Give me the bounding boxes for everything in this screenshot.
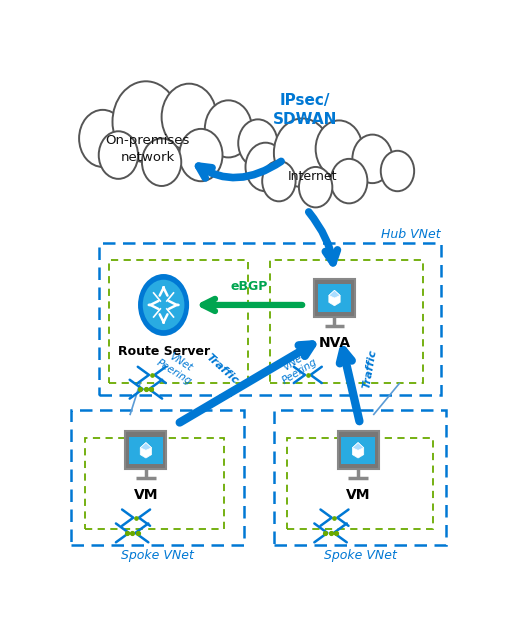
Text: Traffic: Traffic [361, 349, 378, 389]
Bar [287, 438, 433, 528]
FancyBboxPatch shape [125, 431, 166, 469]
Circle shape [162, 83, 216, 150]
Circle shape [381, 151, 414, 191]
Circle shape [142, 138, 182, 186]
Circle shape [79, 110, 126, 167]
Bar [108, 260, 248, 383]
FancyBboxPatch shape [129, 436, 163, 464]
Bar [270, 260, 423, 383]
Circle shape [299, 167, 332, 208]
FancyBboxPatch shape [341, 436, 375, 464]
Circle shape [99, 131, 138, 179]
Text: Internet: Internet [288, 170, 338, 183]
Polygon shape [352, 442, 364, 458]
Circle shape [113, 82, 179, 162]
Text: eBGP: eBGP [230, 280, 268, 293]
Bar [99, 243, 441, 396]
Polygon shape [352, 442, 364, 451]
Circle shape [179, 129, 223, 181]
Text: IPsec/
SDWAN: IPsec/ SDWAN [273, 93, 337, 127]
Text: On-premises
network: On-premises network [105, 134, 190, 164]
Circle shape [316, 121, 363, 177]
Circle shape [143, 280, 185, 330]
Circle shape [331, 159, 368, 203]
Text: VM: VM [134, 488, 158, 502]
Text: Hub VNet: Hub VNet [381, 227, 441, 240]
Circle shape [245, 143, 285, 191]
Polygon shape [329, 290, 340, 298]
Text: VM: VM [346, 488, 370, 502]
FancyBboxPatch shape [314, 279, 355, 316]
Text: Spoke VNet: Spoke VNet [121, 549, 194, 562]
Text: VNet
Peering: VNet Peering [155, 347, 200, 386]
Text: NVA: NVA [318, 336, 350, 350]
FancyBboxPatch shape [318, 284, 351, 312]
Text: VNet
Peering: VNet Peering [275, 347, 319, 386]
Bar [85, 438, 225, 528]
Bar [274, 410, 447, 545]
Circle shape [138, 274, 189, 336]
Circle shape [274, 119, 331, 187]
Polygon shape [140, 442, 152, 451]
Bar [71, 410, 244, 545]
Circle shape [238, 119, 277, 167]
Circle shape [352, 135, 392, 183]
Circle shape [262, 161, 296, 201]
FancyBboxPatch shape [338, 431, 379, 469]
Text: Route Server: Route Server [118, 345, 209, 358]
Circle shape [205, 100, 252, 158]
Polygon shape [140, 442, 152, 458]
Polygon shape [329, 290, 340, 306]
Text: Spoke VNet: Spoke VNet [323, 549, 396, 562]
Text: Traffic: Traffic [204, 352, 241, 386]
